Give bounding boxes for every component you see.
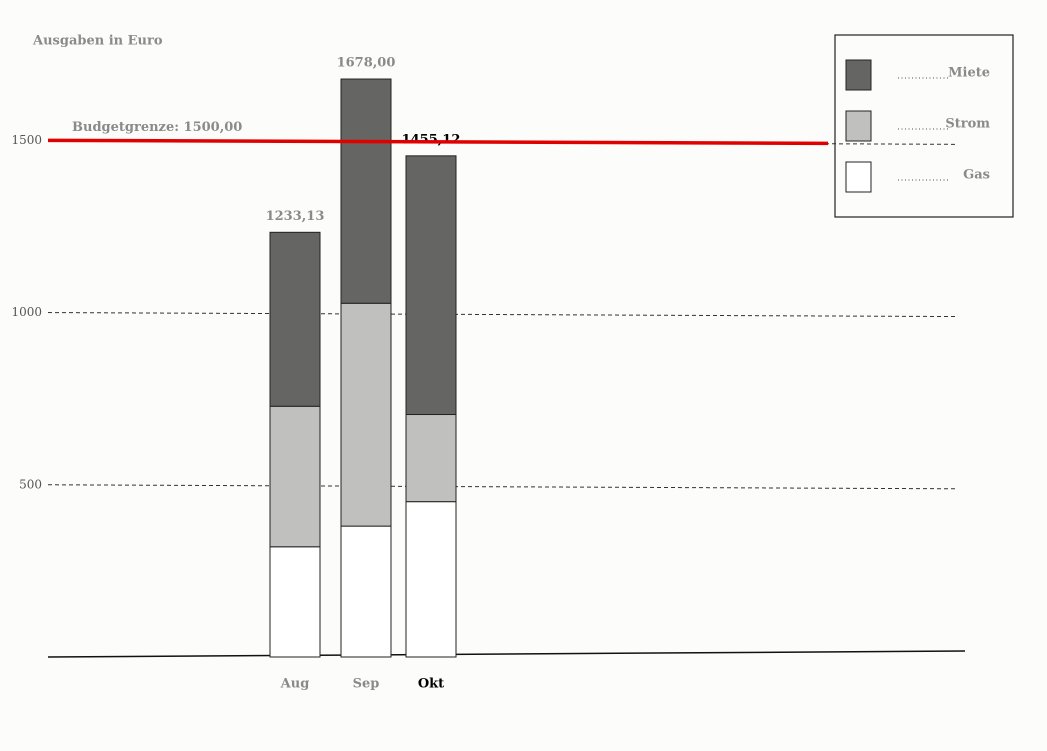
total-label: 1678,00 [337, 56, 396, 71]
legend-label: Miete [948, 66, 990, 81]
legend-label: Strom [945, 117, 990, 132]
legend-swatch [845, 161, 872, 193]
legend-label: Gas [963, 168, 990, 183]
bar-segment [269, 546, 321, 658]
total-label: 1455,12 [402, 132, 461, 147]
y-tick-label: 500 [19, 477, 42, 491]
x-tick-label: Aug [280, 677, 310, 692]
budget-line [47, 138, 829, 146]
y-tick-label: 1500 [11, 133, 42, 147]
total-label: 1233,13 [266, 209, 325, 224]
bar-segment [405, 155, 457, 416]
y-tick-label: 1000 [11, 305, 42, 319]
chart-title: Ausgaben in Euro [32, 34, 163, 49]
bar-segment [269, 231, 321, 407]
bar-segment [405, 501, 457, 658]
bar-segment [340, 525, 392, 658]
grid-line [47, 484, 956, 490]
budget-label: Budgetgrenze: 1500,00 [72, 120, 242, 135]
bar-segment [405, 414, 457, 503]
bar-segment [269, 405, 321, 548]
legend-box [834, 34, 1014, 218]
grid-line [47, 312, 956, 318]
legend-swatch [845, 110, 872, 142]
x-tick-label: Sep [353, 677, 380, 692]
bar-segment [340, 78, 392, 304]
bar-segment [340, 302, 392, 527]
legend-swatch [845, 59, 872, 91]
x-tick-label: Okt [418, 677, 444, 692]
x-axis [47, 650, 966, 658]
